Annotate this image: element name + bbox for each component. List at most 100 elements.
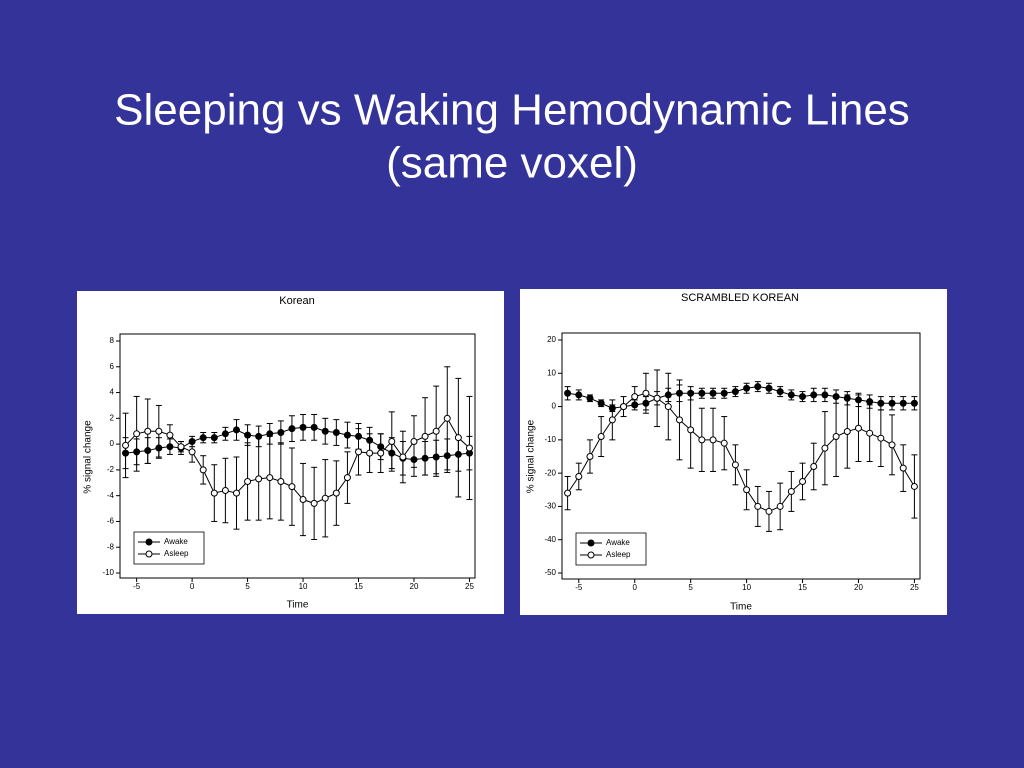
data-point [332,489,340,497]
data-point [188,448,196,456]
y-tick-label: 6 [110,362,115,371]
data-point [765,384,773,392]
x-axis-label: Time [730,602,752,613]
chart-title: Korean [279,295,314,307]
data-point [709,389,717,397]
chart-panel [520,289,947,615]
y-tick-label: 10 [547,368,556,377]
chart-panel [77,291,504,614]
data-point [388,438,396,446]
data-point [597,433,605,441]
data-point [310,499,318,507]
x-tick-label: 25 [910,583,919,592]
data-point [321,494,329,502]
x-tick-label: 10 [299,582,308,591]
data-point [821,391,829,399]
data-point [910,482,918,490]
data-point [244,477,252,485]
data-point [343,431,351,439]
data-point [821,444,829,452]
data-point [564,389,572,397]
data-point [731,461,739,469]
data-point [355,448,363,456]
data-point [586,394,594,402]
y-tick-label: -10 [544,435,556,444]
data-point [277,429,285,437]
legend-box [133,531,205,565]
data-point [299,423,307,431]
y-axis-label: % signal change [83,420,94,494]
data-point [854,424,862,432]
data-point [687,426,695,434]
data-point [210,489,218,497]
data-point [564,489,572,497]
slide-title: (same voxel) [386,139,638,188]
data-point [664,403,672,411]
data-point [787,487,795,495]
x-tick-label: 0 [190,582,195,591]
data-point [620,403,628,411]
data-point [377,449,385,457]
data-point [244,431,252,439]
data-point [299,496,307,504]
data-point [698,436,706,444]
data-point [199,434,207,442]
data-point [288,483,296,491]
y-tick-label: -30 [544,502,556,511]
data-point [653,394,661,402]
y-tick-label: 0 [110,439,115,448]
data-point [675,416,683,424]
y-tick-label: 0 [552,402,557,411]
data-point [122,441,130,449]
data-point [155,427,163,435]
x-tick-label: 5 [245,582,250,591]
data-point [866,429,874,437]
data-point [410,438,418,446]
data-point [399,453,407,461]
data-point [899,399,907,407]
data-point [366,449,374,457]
data-point [443,414,451,422]
data-point [843,428,851,436]
data-point [586,453,594,460]
x-tick-label: 15 [798,583,807,592]
data-point [754,383,762,391]
x-tick-label: -5 [575,583,583,592]
plot-frame [119,333,476,579]
data-point [720,389,728,397]
legend-marker [587,551,595,559]
data-point [698,389,706,397]
data-point [210,434,218,442]
y-axis-label: % signal change [526,419,537,493]
data-point [899,464,907,472]
data-point [910,399,918,407]
y-tick-label: 8 [110,336,115,345]
data-point [888,399,896,407]
y-tick-label: 2 [110,413,115,422]
data-point [332,429,340,437]
legend-label: Asleep [606,550,631,559]
data-point [343,474,351,482]
data-point [799,477,807,485]
chart-title: SCRAMBLED KOREAN [681,292,799,304]
data-point [199,466,207,474]
legend-box [575,532,647,566]
data-point [877,434,885,442]
y-tick-label: -2 [107,465,115,474]
data-point [743,384,751,392]
data-point [432,427,440,435]
y-tick-label: 20 [547,335,556,344]
data-point [776,388,784,396]
data-point [597,399,605,407]
data-point [731,388,739,396]
data-point [608,416,616,424]
data-point [454,434,462,442]
data-point [743,486,751,494]
data-point [321,427,329,435]
y-tick-label: -4 [107,491,115,500]
x-tick-label: -5 [133,582,141,591]
data-point [787,391,795,399]
data-point [221,430,229,438]
data-point [810,462,818,470]
x-tick-label: 5 [688,583,693,592]
